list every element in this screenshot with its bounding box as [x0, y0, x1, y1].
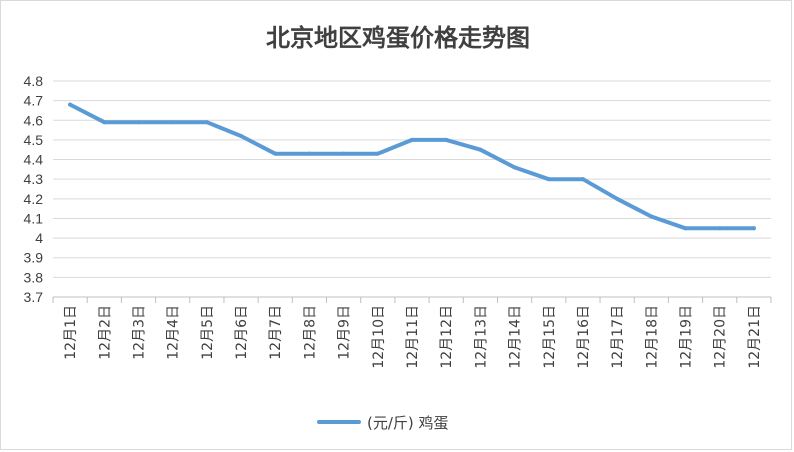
y-tick-label: 4.7	[24, 93, 44, 109]
legend-label: (元/斤) 鸡蛋	[367, 414, 449, 432]
data-point	[410, 137, 414, 142]
x-tick-label: 12月2日	[97, 305, 113, 360]
x-tick-label: 12月19日	[679, 305, 695, 369]
data-point	[512, 165, 517, 170]
data-point	[683, 226, 688, 231]
data-point	[307, 151, 312, 156]
x-tick-label: 12月4日	[166, 305, 182, 360]
data-point	[170, 120, 175, 125]
x-tick-label: 12月10日	[371, 305, 387, 369]
y-tick-label: 4.1	[24, 210, 44, 226]
x-axis: 12月1日 12月2日 12月3日 12月4日 12月5日 12月6日 12月7日 12月8日…	[52, 297, 772, 369]
data-point	[273, 151, 278, 156]
data-point	[375, 151, 380, 156]
data-point	[615, 196, 620, 201]
x-tick-label: 12月14日	[508, 305, 524, 369]
y-tick-label: 3.9	[24, 250, 44, 266]
x-tick-label: 12月15日	[542, 305, 558, 369]
data-point	[717, 226, 722, 231]
legend: (元/斤) 鸡蛋	[317, 414, 449, 432]
data-point	[751, 226, 756, 231]
y-tick-label: 3.8	[24, 269, 44, 285]
x-tick-label: 12月21日	[747, 305, 763, 369]
x-tick-label: 12月1日	[63, 305, 79, 360]
data-point	[649, 214, 654, 219]
x-tick-label: 12月20日	[713, 305, 729, 369]
data-point	[341, 151, 346, 156]
x-tick-label: 12月9日	[337, 305, 353, 360]
data-point	[136, 120, 141, 125]
y-tick-label: 4	[35, 230, 43, 246]
y-tick-label: 3.7	[24, 289, 44, 305]
x-tick-label: 12月18日	[644, 305, 660, 369]
x-tick-label: 12月6日	[234, 305, 250, 360]
gridlines	[53, 80, 771, 298]
x-tick-label: 12月5日	[200, 305, 216, 360]
data-point	[239, 133, 244, 138]
data-point	[68, 102, 73, 107]
x-tick-label: 12月7日	[268, 305, 284, 360]
y-tick-label: 4.3	[24, 171, 44, 187]
data-point	[580, 177, 585, 182]
x-tick-label: 12月17日	[610, 305, 626, 369]
y-axis: 3.7 3.8 3.9 4 4.1 4.2 4.3 4.4 4.5 4.6 4.7 4.8	[24, 73, 44, 305]
y-tick-label: 4.6	[24, 112, 44, 128]
chart-title: 北京地区鸡蛋价格走势图	[266, 24, 530, 52]
data-point	[444, 137, 449, 142]
series-layer	[68, 102, 756, 231]
x-tick-label: 12月8日	[302, 305, 318, 360]
y-tick-label: 4.4	[24, 152, 44, 168]
data-point	[478, 147, 483, 152]
x-tick-label: 12月11日	[405, 305, 421, 369]
y-tick-label: 4.5	[24, 132, 44, 148]
data-point	[546, 177, 551, 182]
data-point	[204, 120, 209, 125]
x-tick-label: 12月13日	[473, 305, 489, 369]
y-tick-label: 4.2	[24, 191, 44, 207]
x-tick-label: 12月16日	[576, 305, 592, 369]
y-tick-label: 4.8	[24, 73, 44, 89]
x-tick-label: 12月3日	[131, 305, 147, 360]
x-tick-label: 12月12日	[439, 305, 455, 369]
data-point	[102, 120, 107, 125]
